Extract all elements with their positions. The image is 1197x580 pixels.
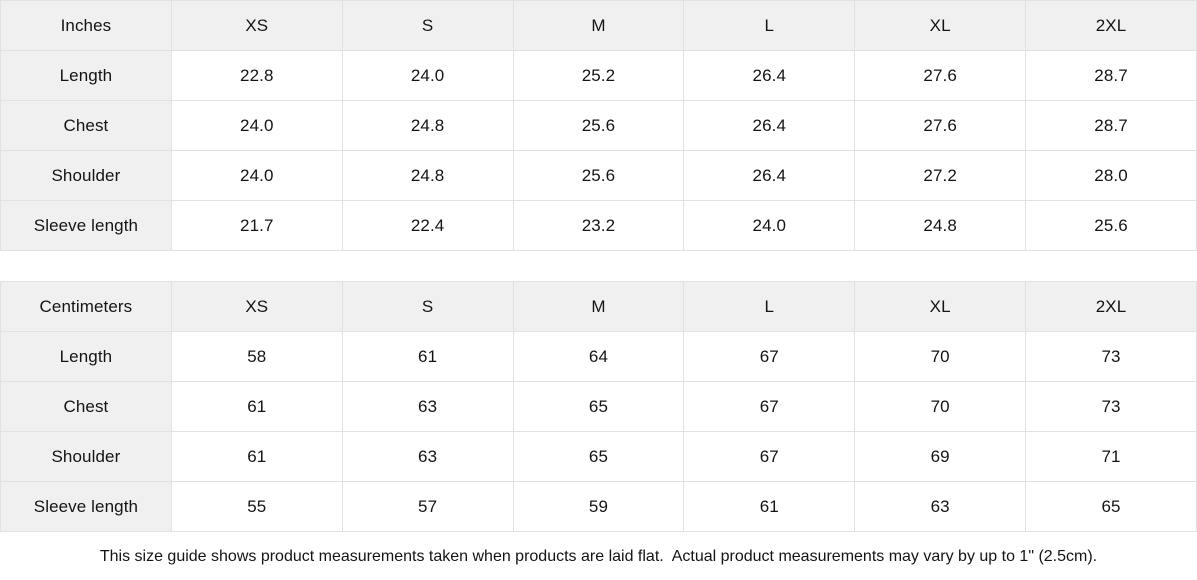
value-cell: 24.0 — [683, 200, 856, 251]
value-cell: 58 — [170, 331, 343, 382]
value-cell: 61 — [683, 481, 856, 532]
value-cell: 24.8 — [341, 100, 514, 151]
size-header-cell: S — [341, 281, 514, 332]
value-cell: 28.7 — [1025, 50, 1197, 101]
size-header-cell: L — [683, 0, 856, 51]
value-cell: 61 — [341, 331, 514, 382]
size-header-cell: L — [683, 281, 856, 332]
value-cell: 64 — [512, 331, 685, 382]
value-cell: 28.0 — [1025, 150, 1197, 201]
value-cell: 24.0 — [170, 150, 343, 201]
value-cell: 70 — [854, 381, 1027, 432]
value-cell: 59 — [512, 481, 685, 532]
row-label-cell: Sleeve length — [0, 200, 172, 251]
value-cell: 27.6 — [854, 100, 1027, 151]
value-cell: 21.7 — [170, 200, 343, 251]
value-cell: 63 — [341, 381, 514, 432]
row-label-cell: Shoulder — [0, 150, 172, 201]
unit-label-cell: Inches — [0, 0, 172, 51]
size-header-cell: S — [341, 0, 514, 51]
value-cell: 67 — [683, 331, 856, 382]
value-cell: 67 — [683, 381, 856, 432]
row-label-cell: Chest — [0, 100, 172, 151]
unit-label-cell: Centimeters — [0, 281, 172, 332]
value-cell: 73 — [1025, 331, 1197, 382]
value-cell: 65 — [512, 431, 685, 482]
size-header-cell: XS — [170, 0, 343, 51]
value-cell: 61 — [170, 431, 343, 482]
value-cell: 24.0 — [170, 100, 343, 151]
value-cell: 69 — [854, 431, 1027, 482]
row-label-cell: Length — [0, 331, 172, 382]
value-cell: 25.2 — [512, 50, 685, 101]
value-cell: 22.8 — [170, 50, 343, 101]
measurement-row: Shoulder 61 63 65 67 69 71 — [0, 431, 1197, 482]
value-cell: 70 — [854, 331, 1027, 382]
measurement-row: Sleeve length 21.7 22.4 23.2 24.0 24.8 25.6 — [0, 200, 1197, 251]
row-label-cell: Shoulder — [0, 431, 172, 482]
row-label-cell: Length — [0, 50, 172, 101]
value-cell: 25.6 — [1025, 200, 1197, 251]
value-cell: 63 — [341, 431, 514, 482]
value-cell: 24.8 — [341, 150, 514, 201]
value-cell: 24.8 — [854, 200, 1027, 251]
value-cell: 61 — [170, 381, 343, 432]
measurement-row: Chest 24.0 24.8 25.6 26.4 27.6 28.7 — [0, 100, 1197, 151]
value-cell: 26.4 — [683, 150, 856, 201]
header-row: Centimeters XS S M L XL 2XL — [0, 281, 1197, 332]
size-table-inches: Inches XS S M L XL 2XL Length 22.8 24.0 25.2 26.4 27… — [0, 0, 1197, 251]
measurement-row: Sleeve length 55 57 59 61 63 65 — [0, 481, 1197, 532]
value-cell: 25.6 — [512, 150, 685, 201]
size-header-cell: M — [512, 281, 685, 332]
value-cell: 73 — [1025, 381, 1197, 432]
size-header-cell: XS — [170, 281, 343, 332]
value-cell: 25.6 — [512, 100, 685, 151]
value-cell: 27.6 — [854, 50, 1027, 101]
value-cell: 26.4 — [683, 100, 856, 151]
value-cell: 28.7 — [1025, 100, 1197, 151]
size-header-cell: 2XL — [1025, 281, 1197, 332]
value-cell: 23.2 — [512, 200, 685, 251]
value-cell: 67 — [683, 431, 856, 482]
measurement-row: Length 58 61 64 67 70 73 — [0, 331, 1197, 382]
value-cell: 55 — [170, 481, 343, 532]
value-cell: 22.4 — [341, 200, 514, 251]
value-cell: 24.0 — [341, 50, 514, 101]
size-header-cell: 2XL — [1025, 0, 1197, 51]
size-table-centimeters: Centimeters XS S M L XL 2XL Length 58 61 64 67 70 73 C… — [0, 281, 1197, 532]
value-cell: 71 — [1025, 431, 1197, 482]
value-cell: 63 — [854, 481, 1027, 532]
value-cell: 57 — [341, 481, 514, 532]
row-label-cell: Sleeve length — [0, 481, 172, 532]
value-cell: 27.2 — [854, 150, 1027, 201]
measurement-row: Chest 61 63 65 67 70 73 — [0, 381, 1197, 432]
value-cell: 26.4 — [683, 50, 856, 101]
size-header-cell: M — [512, 0, 685, 51]
measurement-row: Shoulder 24.0 24.8 25.6 26.4 27.2 28.0 — [0, 150, 1197, 201]
size-header-cell: XL — [854, 281, 1027, 332]
measurement-row: Length 22.8 24.0 25.2 26.4 27.6 28.7 — [0, 50, 1197, 101]
row-label-cell: Chest — [0, 381, 172, 432]
value-cell: 65 — [512, 381, 685, 432]
value-cell: 65 — [1025, 481, 1197, 532]
table-gap — [0, 251, 1197, 281]
header-row: Inches XS S M L XL 2XL — [0, 0, 1197, 51]
size-header-cell: XL — [854, 0, 1027, 51]
footer-note: This size guide shows product measuremen… — [0, 532, 1197, 580]
